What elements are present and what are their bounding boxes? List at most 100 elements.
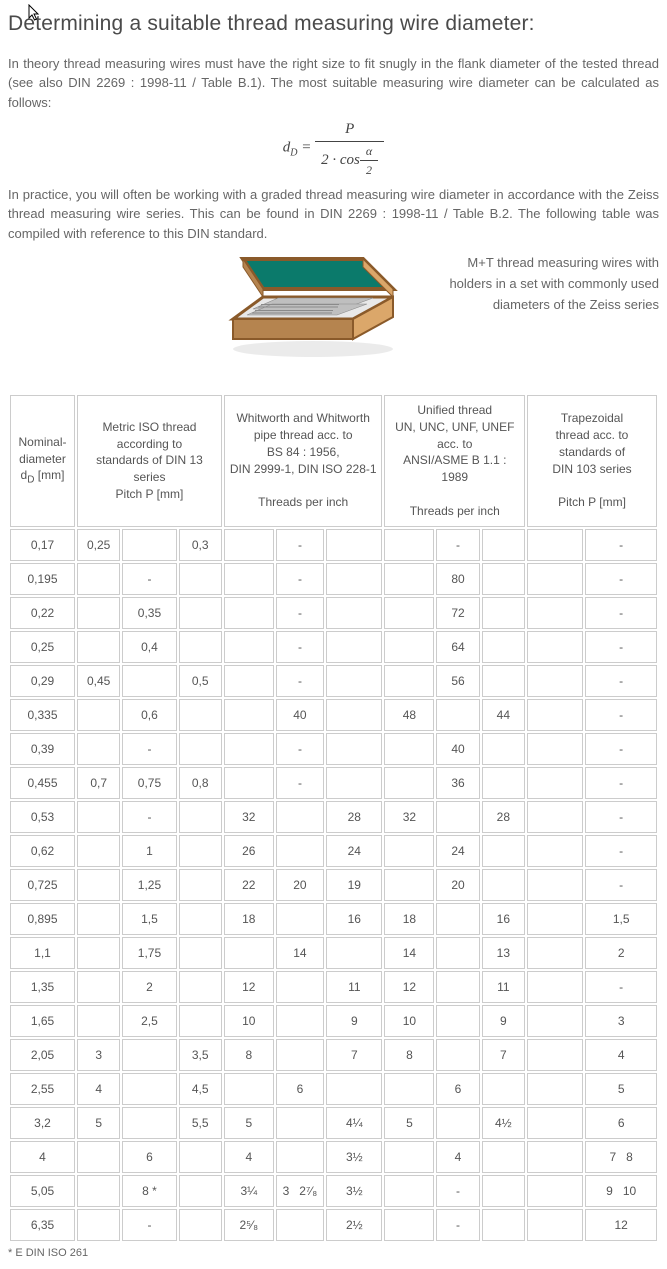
- table-row: 2,0533,587874: [10, 1039, 657, 1071]
- table-cell: [527, 597, 583, 629]
- table-cell: 6: [585, 1107, 657, 1139]
- table-cell: 36: [436, 767, 479, 799]
- table-cell: 0,35: [122, 597, 176, 629]
- table-cell: 8 *: [122, 1175, 176, 1207]
- table-cell: -: [122, 733, 176, 765]
- table-cell: [179, 903, 222, 935]
- table-cell: -: [585, 563, 657, 595]
- table-cell: [326, 767, 382, 799]
- table-cell: 8: [384, 1039, 434, 1071]
- table-cell: 13: [482, 937, 525, 969]
- table-cell: -: [585, 801, 657, 833]
- table-cell: 0,725: [10, 869, 75, 901]
- table-row: 0,4550,70,750,8-36-: [10, 767, 657, 799]
- table-cell: [179, 869, 222, 901]
- table-cell: [122, 665, 176, 697]
- table-cell: 3½: [326, 1175, 382, 1207]
- table-cell: 12: [224, 971, 274, 1003]
- table-cell: [482, 529, 525, 561]
- table-cell: [224, 631, 274, 663]
- table-row: 0,53-32283228-: [10, 801, 657, 833]
- table-cell: [384, 563, 434, 595]
- table-cell: [527, 903, 583, 935]
- table-cell: 1,5: [122, 903, 176, 935]
- table-cell: 1: [122, 835, 176, 867]
- table-cell: 4: [224, 1141, 274, 1173]
- table-cell: [224, 733, 274, 765]
- table-cell: 0,3: [179, 529, 222, 561]
- table-cell: -: [276, 631, 324, 663]
- table-cell: 0,17: [10, 529, 75, 561]
- table-row: 0,39--40-: [10, 733, 657, 765]
- table-cell: 0,7: [77, 767, 120, 799]
- table-cell: [276, 1107, 324, 1139]
- table-cell: 2⁵⁄₈: [224, 1209, 274, 1241]
- table-cell: [77, 1005, 120, 1037]
- table-cell: [482, 1175, 525, 1207]
- table-cell: 4: [77, 1073, 120, 1105]
- table-cell: 18: [384, 903, 434, 935]
- table-cell: [527, 1005, 583, 1037]
- table-cell: -: [436, 1209, 479, 1241]
- table-cell: 2,05: [10, 1039, 75, 1071]
- table-cell: 1,65: [10, 1005, 75, 1037]
- table-cell: [384, 835, 434, 867]
- figure-caption: M+T thread measuring wires with holders …: [428, 249, 659, 315]
- table-cell: [436, 1107, 479, 1139]
- wire-set-image: [178, 249, 428, 379]
- table-cell: 0,53: [10, 801, 75, 833]
- table-cell: 12: [384, 971, 434, 1003]
- table-cell: [326, 529, 382, 561]
- table-cell: 0,39: [10, 733, 75, 765]
- table-cell: 4: [10, 1141, 75, 1173]
- table-row: 0,8951,5181618161,5: [10, 903, 657, 935]
- table-cell: [384, 869, 434, 901]
- th-nominal: Nominal- diameter dD [mm]: [10, 395, 75, 527]
- table-row: 0,250,4-64-: [10, 631, 657, 663]
- table-cell: 6: [276, 1073, 324, 1105]
- table-cell: [326, 563, 382, 595]
- table-cell: 24: [436, 835, 479, 867]
- table-cell: 2: [585, 937, 657, 969]
- table-cell: 72: [436, 597, 479, 629]
- table-cell: -: [276, 733, 324, 765]
- table-row: 0,7251,2522201920-: [10, 869, 657, 901]
- table-cell: 5: [384, 1107, 434, 1139]
- table-row: 2,5544,5665: [10, 1073, 657, 1105]
- table-row: 1,652,51091093: [10, 1005, 657, 1037]
- table-cell: [436, 971, 479, 1003]
- table-cell: 24: [326, 835, 382, 867]
- table-cell: [77, 903, 120, 935]
- table-cell: [527, 835, 583, 867]
- table-footnote: * E DIN ISO 261: [8, 1245, 659, 1262]
- table-cell: 6: [436, 1073, 479, 1105]
- mouse-cursor-icon: [28, 4, 42, 22]
- table-cell: 16: [482, 903, 525, 935]
- table-cell: -: [276, 767, 324, 799]
- table-cell: [527, 1209, 583, 1241]
- th-trapezoidal: Trapezoidal thread acc. to standards of …: [527, 395, 657, 527]
- table-cell: 10: [384, 1005, 434, 1037]
- table-cell: [179, 971, 222, 1003]
- table-cell: [527, 529, 583, 561]
- table-cell: [179, 801, 222, 833]
- table-cell: [224, 767, 274, 799]
- table-cell: 26: [224, 835, 274, 867]
- table-cell: -: [585, 733, 657, 765]
- table-cell: 14: [384, 937, 434, 969]
- table-cell: [276, 971, 324, 1003]
- table-cell: 0,455: [10, 767, 75, 799]
- table-row: 0,3350,6404844-: [10, 699, 657, 731]
- table-cell: [122, 1073, 176, 1105]
- table-cell: [482, 631, 525, 663]
- table-cell: 1,75: [122, 937, 176, 969]
- table-cell: 3¼: [224, 1175, 274, 1207]
- table-cell: 2,5: [122, 1005, 176, 1037]
- table-row: 6,35-2⁵⁄₈2½-12: [10, 1209, 657, 1241]
- table-cell: [77, 801, 120, 833]
- table-cell: 3,5: [179, 1039, 222, 1071]
- table-cell: [384, 1141, 434, 1173]
- table-cell: 9: [482, 1005, 525, 1037]
- table-cell: -: [585, 529, 657, 561]
- table-cell: [527, 1141, 583, 1173]
